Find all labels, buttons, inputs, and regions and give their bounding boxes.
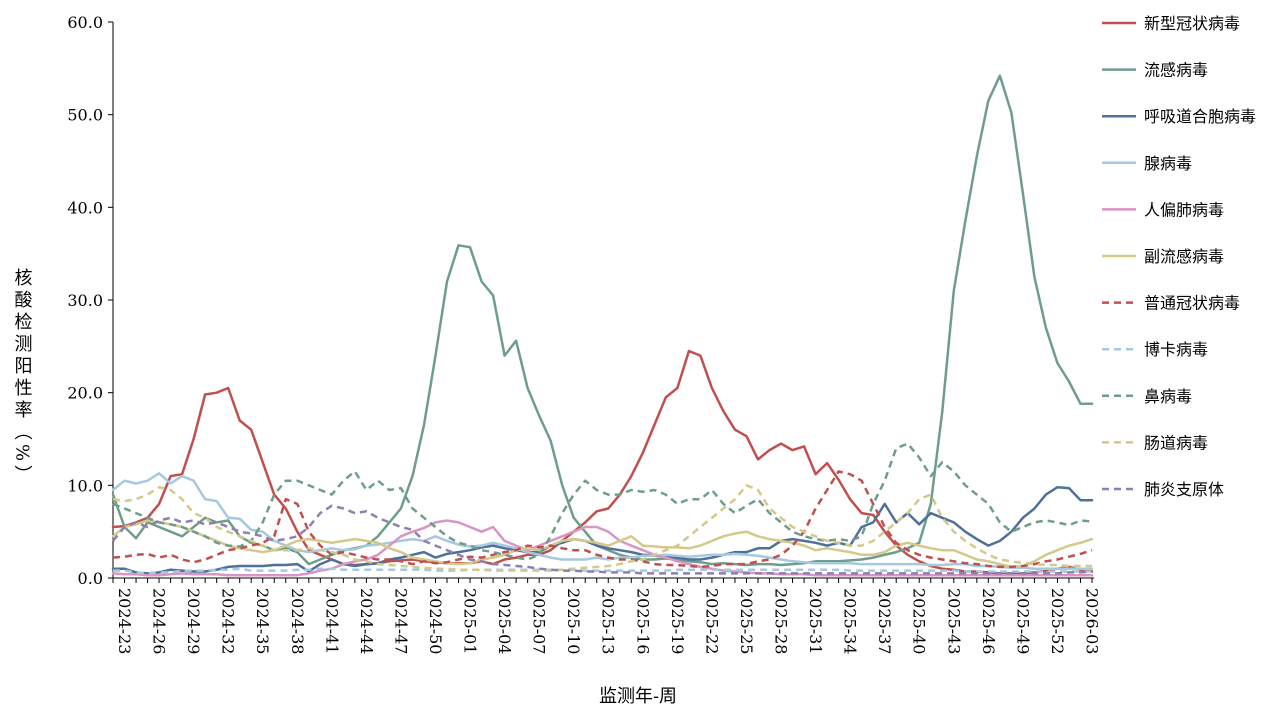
- x-tick-label: 2025-40: [910, 588, 929, 654]
- series-line: [112, 442, 1093, 561]
- legend-label: 肠道病毒: [1144, 433, 1208, 452]
- y-tick-label: 0.0: [78, 569, 103, 588]
- x-tick-label: 2024-44: [357, 588, 376, 654]
- x-tick-label: 2025-22: [702, 588, 721, 654]
- series-line: [112, 484, 1092, 572]
- x-tick-label: 2024-32: [219, 588, 238, 654]
- x-tick-label: 2025-28: [772, 588, 791, 654]
- x-tick-label: 2025-37: [875, 588, 894, 654]
- x-tick-label: 2024-50: [426, 588, 445, 654]
- x-tick-label: 2025-13: [599, 588, 618, 654]
- y-tick-label: 10.0: [67, 476, 103, 495]
- series-line: [113, 567, 1092, 575]
- legend-label: 肺炎支原体: [1144, 480, 1224, 499]
- x-axis-title: 监测年-周: [599, 686, 677, 707]
- y-tick-label: 30.0: [67, 291, 103, 310]
- series-line: [112, 470, 1093, 569]
- x-tick-label: 2025-04: [495, 588, 514, 654]
- x-tick-label: 2025-07: [530, 588, 549, 654]
- x-tick-label: 2024-29: [184, 588, 203, 654]
- legend-label: 流感病毒: [1144, 61, 1208, 80]
- legend-label: 副流感病毒: [1144, 247, 1224, 266]
- legend-label: 博卡病毒: [1144, 340, 1208, 359]
- series-line: [111, 485, 1094, 575]
- legend-label: 腺病毒: [1144, 154, 1192, 173]
- y-tick-label: 20.0: [67, 384, 103, 403]
- legend: 新型冠状病毒流感病毒呼吸道合胞病毒腺病毒人偏肺病毒副流感病毒普通冠状病毒博卡病毒…: [1102, 14, 1256, 499]
- x-tick-label: 2025-49: [1013, 588, 1032, 654]
- x-tick-label: 2026-03: [1082, 588, 1101, 654]
- legend-label: 鼻病毒: [1144, 387, 1192, 406]
- x-tick-label: 2025-34: [841, 588, 860, 654]
- x-tick-label: 2025-43: [944, 588, 963, 654]
- series-line: [111, 74, 1094, 567]
- y-tick-label: 50.0: [67, 106, 103, 125]
- x-tick-label: 2025-46: [979, 588, 998, 654]
- series-line: [112, 504, 1093, 575]
- y-tick-label: 40.0: [67, 198, 103, 217]
- x-tick-label: 2024-23: [115, 588, 134, 654]
- series-line: [111, 472, 1094, 570]
- x-tick-label: 2024-26: [150, 588, 169, 654]
- legend-label: 普通冠状病毒: [1144, 294, 1240, 313]
- series-line: [111, 519, 1094, 577]
- x-tick-label: 2025-31: [806, 588, 825, 654]
- series-layer: [111, 74, 1094, 577]
- axes: 0.0 10.0 20.0 30.0 40.0 50.0 60.0 2024-23 2024-2…: [67, 13, 1101, 654]
- legend-label: 呼吸道合胞病毒: [1144, 107, 1256, 126]
- x-tick-label: 2025-52: [1048, 588, 1067, 654]
- x-tick-label: 2024-35: [253, 588, 272, 654]
- legend-label: 人偏肺病毒: [1144, 200, 1224, 219]
- y-axis-title: 核酸检测阳性率（%）: [12, 268, 33, 487]
- y-tick-label: 60.0: [67, 13, 103, 32]
- x-tick-label: 2024-41: [322, 588, 341, 654]
- x-tick-label: 2025-25: [737, 588, 756, 654]
- x-tick-label: 2025-16: [633, 588, 652, 654]
- x-tick-label: 2025-10: [564, 588, 583, 654]
- x-tick-label: 2025-01: [461, 588, 480, 654]
- legend-label: 新型冠状病毒: [1144, 14, 1240, 33]
- x-tick-label: 2025-19: [668, 588, 687, 654]
- x-tick-label: 2024-38: [288, 588, 307, 654]
- x-tick-label: 2024-47: [391, 588, 410, 654]
